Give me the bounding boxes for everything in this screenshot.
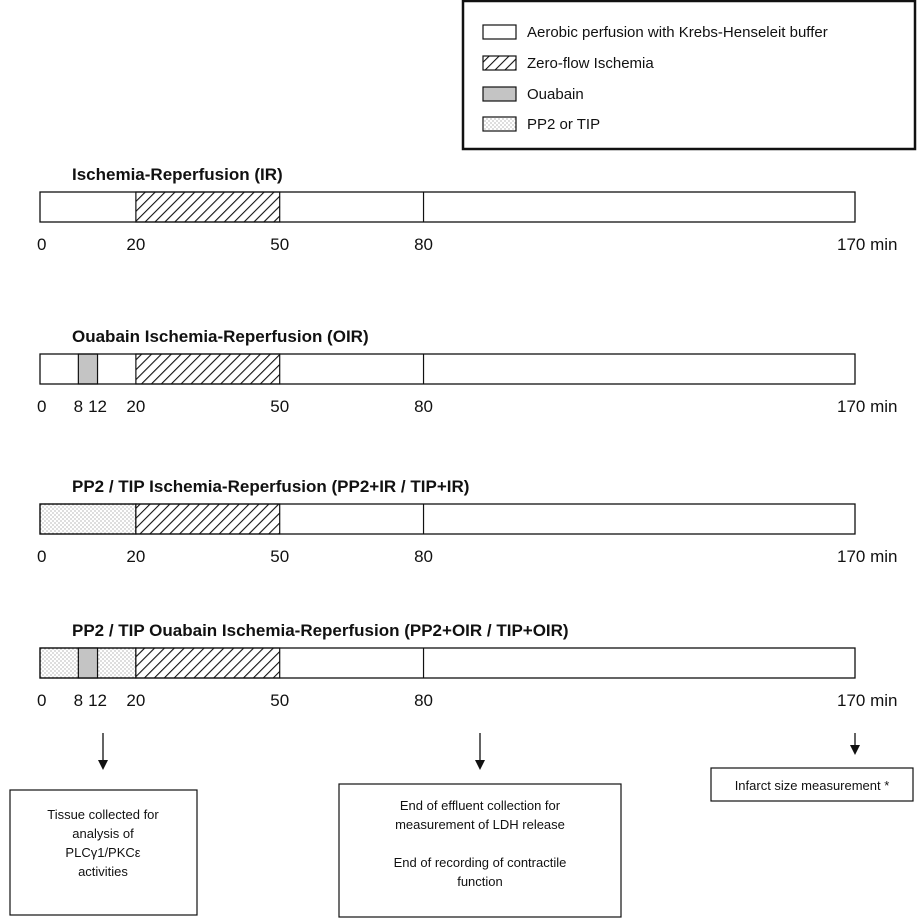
tick-label-pp2-ir-50: 50 bbox=[270, 547, 289, 566]
note-tissue-collection: Tissue collected for analysis of PLCγ1/P… bbox=[9, 789, 198, 916]
segment-ischemia-oir-1 bbox=[135, 353, 281, 385]
legend: Aerobic perfusion with Krebs-Henseleit b… bbox=[461, 0, 917, 151]
legend-label-drug: PP2 or TIP bbox=[527, 116, 600, 133]
note-tissue-line-1: Tissue collected for bbox=[47, 807, 159, 822]
protocol-timelines: Ischemia-Reperfusion (IR)0 20 50 80 170 minO… bbox=[37, 165, 897, 710]
note-effluent-line-1: End of effluent collection for bbox=[400, 798, 561, 813]
segment-ouabain-oir-0 bbox=[77, 353, 99, 385]
protocol-title-oir: Ouabain Ischemia-Reperfusion (OIR) bbox=[72, 327, 369, 346]
tick-label-ir-20: 20 bbox=[126, 235, 145, 254]
segment-ischemia-pp2-ir-1 bbox=[135, 503, 281, 535]
tick-label-oir-0: 0 bbox=[37, 397, 46, 416]
protocol-title-pp2-ir: PP2 / TIP Ischemia-Reperfusion (PP2+IR /… bbox=[72, 477, 469, 496]
legend-item-ouabain: Ouabain bbox=[482, 86, 584, 103]
timeline-frame-pp2-ir bbox=[39, 503, 856, 535]
note-effluent-line-5: function bbox=[457, 874, 503, 889]
note-effluent-end: End of effluent collection for measureme… bbox=[338, 783, 622, 918]
tick-label-pp2-oir-8: 8 bbox=[74, 691, 83, 710]
segment-ischemia-ir-0 bbox=[135, 191, 281, 223]
legend-item-ischemia: Zero-flow Ischemia bbox=[482, 55, 654, 72]
protocol-pp2-ir: PP2 / TIP Ischemia-Reperfusion (PP2+IR /… bbox=[37, 477, 897, 566]
arrow-effluent-end bbox=[475, 733, 485, 770]
protocol-title-ir: Ischemia-Reperfusion (IR) bbox=[72, 165, 283, 184]
protocol-oir: Ouabain Ischemia-Reperfusion (OIR) 0 8 12 20… bbox=[37, 327, 897, 416]
protocol-ir: Ischemia-Reperfusion (IR) 0 20 50 80 170 min bbox=[37, 165, 897, 254]
annotation-arrows bbox=[98, 733, 860, 770]
tick-label-oir-50: 50 bbox=[270, 397, 289, 416]
legend-label-ouabain: Ouabain bbox=[527, 86, 584, 103]
note-effluent-line-2: measurement of LDH release bbox=[395, 817, 565, 832]
segment-drug-pp2-ir-0 bbox=[39, 503, 137, 535]
legend-frame bbox=[461, 0, 917, 151]
protocol-title-pp2-oir: PP2 / TIP Ouabain Ischemia-Reperfusion (… bbox=[72, 621, 569, 640]
legend-swatch-ischemia bbox=[482, 55, 517, 71]
tick-label-oir-12: 12 bbox=[88, 397, 107, 416]
legend-label-ischemia: Zero-flow Ischemia bbox=[527, 55, 654, 72]
tick-label-ir-0: 0 bbox=[37, 235, 46, 254]
legend-swatch-aerobic bbox=[482, 24, 517, 40]
tick-label-pp2-oir-50: 50 bbox=[270, 691, 289, 710]
note-effluent-line-4: End of recording of contractile bbox=[394, 855, 567, 870]
tick-label-pp2-oir-20: 20 bbox=[126, 691, 145, 710]
protocol-pp2-oir: PP2 / TIP Ouabain Ischemia-Reperfusion (… bbox=[37, 621, 897, 710]
note-infarct-line-1: Infarct size measurement * bbox=[735, 778, 890, 793]
segment-ischemia-pp2-oir-2 bbox=[135, 647, 281, 679]
tick-label-pp2-ir-80: 80 bbox=[414, 547, 433, 566]
tick-label-ir-80: 80 bbox=[414, 235, 433, 254]
tick-label-pp2-oir-80: 80 bbox=[414, 691, 433, 710]
note-tissue-line-2: analysis of bbox=[72, 826, 134, 841]
legend-item-aerobic: Aerobic perfusion with Krebs-Henseleit b… bbox=[482, 24, 828, 41]
tick-label-pp2-ir-20: 20 bbox=[126, 547, 145, 566]
legend-swatch-drug bbox=[482, 116, 517, 132]
segment-ouabain-pp2-oir-1 bbox=[77, 647, 99, 679]
arrow-infarct-size bbox=[850, 733, 860, 755]
tick-label-ir-50: 50 bbox=[270, 235, 289, 254]
note-tissue-line-3: PLCγ1/PKCε bbox=[65, 845, 140, 860]
tick-label-ir-170: 170 min bbox=[837, 235, 897, 254]
arrow-tissue-collection bbox=[98, 733, 108, 770]
tick-label-pp2-ir-170: 170 min bbox=[837, 547, 897, 566]
legend-item-drug: PP2 or TIP bbox=[482, 116, 600, 133]
tick-label-oir-80: 80 bbox=[414, 397, 433, 416]
tick-label-pp2-oir-12: 12 bbox=[88, 691, 107, 710]
tick-label-oir-20: 20 bbox=[126, 397, 145, 416]
tick-label-pp2-ir-0: 0 bbox=[37, 547, 46, 566]
tick-label-pp2-oir-170: 170 min bbox=[837, 691, 897, 710]
legend-swatch-ouabain bbox=[482, 86, 517, 102]
tick-label-oir-170: 170 min bbox=[837, 397, 897, 416]
tick-label-oir-8: 8 bbox=[74, 397, 83, 416]
timeline-frame-pp2-oir bbox=[39, 647, 856, 679]
timeline-frame-oir bbox=[39, 353, 856, 385]
timeline-frame-ir bbox=[39, 191, 856, 223]
note-infarct-size: Infarct size measurement * bbox=[710, 767, 914, 802]
legend-label-aerobic: Aerobic perfusion with Krebs-Henseleit b… bbox=[527, 24, 828, 41]
note-tissue-line-4: activities bbox=[78, 864, 128, 879]
tick-label-pp2-oir-0: 0 bbox=[37, 691, 46, 710]
